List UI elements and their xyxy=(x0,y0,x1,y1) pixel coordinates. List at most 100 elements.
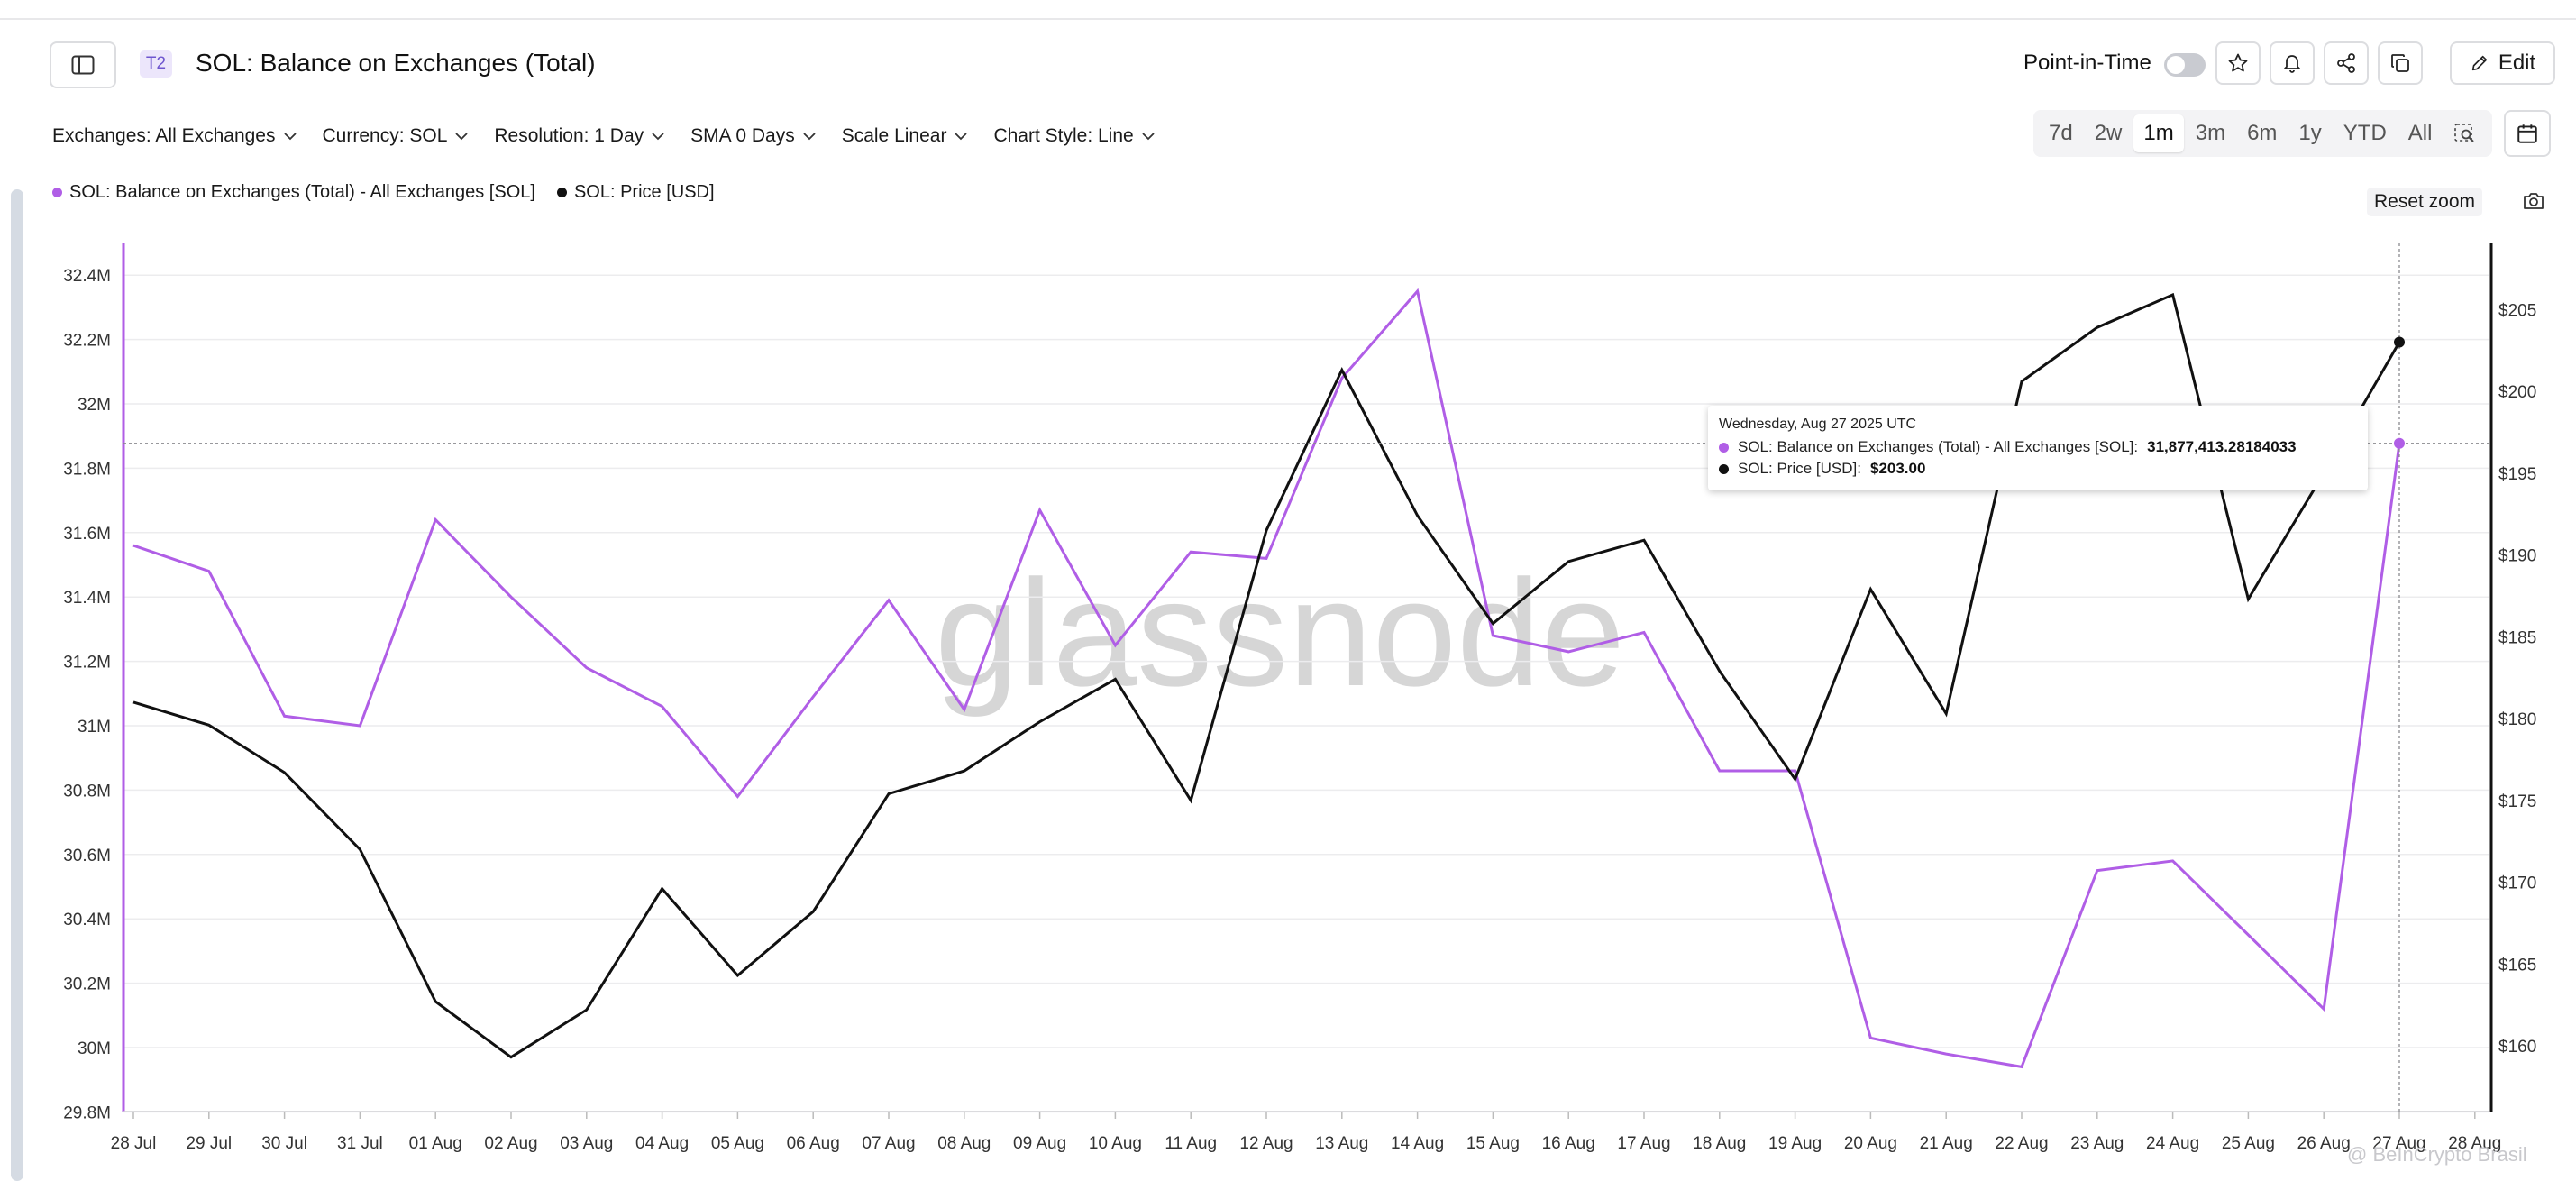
sma-dropdown[interactable]: SMA 0 Days xyxy=(690,121,817,151)
range-6m-button[interactable]: 6m xyxy=(2247,121,2278,145)
x-tick-label: 12 Aug xyxy=(1239,1134,1293,1153)
x-tick-label: 30 Jul xyxy=(261,1134,307,1153)
resolution-dropdown-label: Resolution: 1 Day xyxy=(494,125,644,146)
x-tick-label: 25 Aug xyxy=(2222,1134,2275,1153)
x-tick-label: 03 Aug xyxy=(560,1134,613,1153)
chart-header: T2 SOL: Balance on Exchanges (Total) Poi… xyxy=(50,38,2555,94)
chart-style-dropdown-label: Chart Style: Line xyxy=(993,125,1134,146)
page-title: SOL: Balance on Exchanges (Total) xyxy=(196,49,596,77)
duplicate-button[interactable] xyxy=(2378,41,2423,85)
page-scrollbar[interactable] xyxy=(11,189,23,1181)
range-1y-button[interactable]: 1y xyxy=(2298,121,2322,145)
left-tick-label: 30M xyxy=(78,1039,111,1058)
share-icon xyxy=(2337,53,2355,73)
left-tick-label: 30.6M xyxy=(63,847,111,865)
right-tick-label: $170 xyxy=(2498,874,2536,893)
favorite-button[interactable] xyxy=(2215,41,2261,85)
scale-dropdown[interactable]: Scale Linear xyxy=(842,121,969,151)
x-tick-label: 24 Aug xyxy=(2146,1134,2199,1153)
edit-button[interactable]: Edit xyxy=(2450,41,2555,85)
x-tick-label: 28 Jul xyxy=(111,1134,157,1153)
zoom-area-icon xyxy=(2454,124,2475,142)
sma-dropdown-label: SMA 0 Days xyxy=(690,125,795,146)
x-tick-label: 10 Aug xyxy=(1089,1134,1142,1153)
right-axis-ticks: $160 $165 $170 $175 $180 $185 $190 $195 $200 $205 xyxy=(2498,301,2536,1057)
corner-watermark: @ BeInCrypto Brasil xyxy=(2347,1143,2527,1166)
zoom-select-button[interactable] xyxy=(2444,114,2487,152)
alerts-button[interactable] xyxy=(2270,41,2315,85)
sidebar-toggle-button[interactable] xyxy=(50,41,116,88)
reset-zoom-button[interactable]: Reset zoom xyxy=(2367,188,2482,216)
pencil-icon xyxy=(2471,55,2487,71)
range-1m-button[interactable]: 1m xyxy=(2133,114,2184,152)
x-tick-label: 21 Aug xyxy=(1920,1134,1973,1153)
tooltip-balance-label: SOL: Balance on Exchanges (Total) - All … xyxy=(1738,438,2139,455)
x-tick-label: 07 Aug xyxy=(862,1134,915,1153)
balance-series-line xyxy=(132,288,2401,1069)
x-tick-label: 14 Aug xyxy=(1391,1134,1444,1153)
date-picker-button[interactable] xyxy=(2504,110,2551,157)
right-tick-label: $200 xyxy=(2498,383,2536,402)
currency-dropdown[interactable]: Currency: SOL xyxy=(323,121,470,151)
x-tick-label: 27 Aug xyxy=(2372,1134,2425,1153)
tooltip-swatch-price xyxy=(1719,463,1729,474)
left-axis-ticks: 29.8M 30M 30.2M 30.4M 30.6M 30.8M 31M 31.2M 31.4… xyxy=(63,267,111,1122)
edit-label: Edit xyxy=(2498,50,2536,75)
right-tick-label: $160 xyxy=(2498,1038,2536,1057)
range-ytd-button[interactable]: YTD xyxy=(2343,121,2387,145)
right-tick-label: $185 xyxy=(2498,628,2536,647)
range-all-button[interactable]: All xyxy=(2407,121,2433,145)
left-tick-label: 30.8M xyxy=(63,782,111,801)
x-tick-label: 28 Aug xyxy=(2448,1134,2501,1153)
resolution-dropdown[interactable]: Resolution: 1 Day xyxy=(494,121,665,151)
left-tick-label: 31.4M xyxy=(63,589,111,608)
left-tick-label: 31.2M xyxy=(63,654,111,673)
range-3m-button[interactable]: 3m xyxy=(2195,121,2226,145)
tier-badge: T2 xyxy=(140,50,172,78)
scale-dropdown-label: Scale Linear xyxy=(841,125,947,146)
star-icon xyxy=(2228,53,2248,72)
sidebar-icon xyxy=(71,55,95,75)
x-tick-label: 20 Aug xyxy=(1844,1134,1897,1153)
x-tick-label: 06 Aug xyxy=(787,1134,840,1153)
range-7d-button[interactable]: 7d xyxy=(2049,121,2073,145)
range-2w-button[interactable]: 2w xyxy=(2094,121,2123,145)
legend-item-balance[interactable]: SOL: Balance on Exchanges (Total) - All … xyxy=(52,182,535,203)
x-tick-label: 23 Aug xyxy=(2070,1134,2124,1153)
chevron-down-icon xyxy=(803,133,816,141)
legend-label-balance: SOL: Balance on Exchanges (Total) - All … xyxy=(69,182,535,202)
chart-style-dropdown[interactable]: Chart Style: Line xyxy=(993,121,1155,151)
chevron-down-icon xyxy=(455,133,469,141)
exchanges-dropdown-label: Exchanges: All Exchanges xyxy=(52,125,276,146)
tooltip-balance-value: 31,877,413.28184033 xyxy=(2147,438,2297,455)
legend-swatch-price xyxy=(556,188,567,197)
chevron-down-icon xyxy=(283,133,297,141)
x-tick-label: 19 Aug xyxy=(1768,1134,1822,1153)
exchanges-dropdown[interactable]: Exchanges: All Exchanges xyxy=(52,121,297,151)
right-tick-label: $190 xyxy=(2498,547,2536,566)
legend-item-price[interactable]: SOL: Price [USD] xyxy=(556,182,715,203)
left-tick-label: 29.8M xyxy=(63,1103,111,1122)
share-button[interactable] xyxy=(2324,41,2369,85)
point-in-time-label: Point-in-Time xyxy=(2023,50,2151,75)
x-tick-label: 17 Aug xyxy=(1617,1134,1670,1153)
left-tick-label: 32M xyxy=(78,396,111,415)
time-range-selector: 7d 2w 1m 3m 6m 1y YTD All xyxy=(2033,110,2493,157)
x-tick-label: 09 Aug xyxy=(1013,1134,1066,1153)
x-tick-label: 26 Aug xyxy=(2297,1134,2351,1153)
x-tick-label: 05 Aug xyxy=(711,1134,764,1153)
x-axis-ticks: 28 Jul 29 Jul 30 Jul 31 Jul 01 Aug 02 Aug 03 A… xyxy=(111,1112,2501,1153)
x-tick-label: 11 Aug xyxy=(1165,1134,1217,1153)
left-tick-label: 32.4M xyxy=(63,267,111,286)
x-tick-label: 16 Aug xyxy=(1542,1134,1595,1153)
right-tick-label: $165 xyxy=(2498,956,2536,975)
screenshot-button[interactable] xyxy=(2520,189,2547,213)
glassnode-watermark: glassnode xyxy=(935,548,1625,718)
tooltip-row-balance: SOL: Balance on Exchanges (Total) - All … xyxy=(1719,438,2297,456)
axes xyxy=(122,243,2493,1112)
right-tick-label: $175 xyxy=(2498,792,2536,811)
point-in-time-toggle[interactable] xyxy=(2164,53,2206,77)
copy-icon xyxy=(2391,54,2409,72)
hover-markers xyxy=(123,243,2489,1112)
